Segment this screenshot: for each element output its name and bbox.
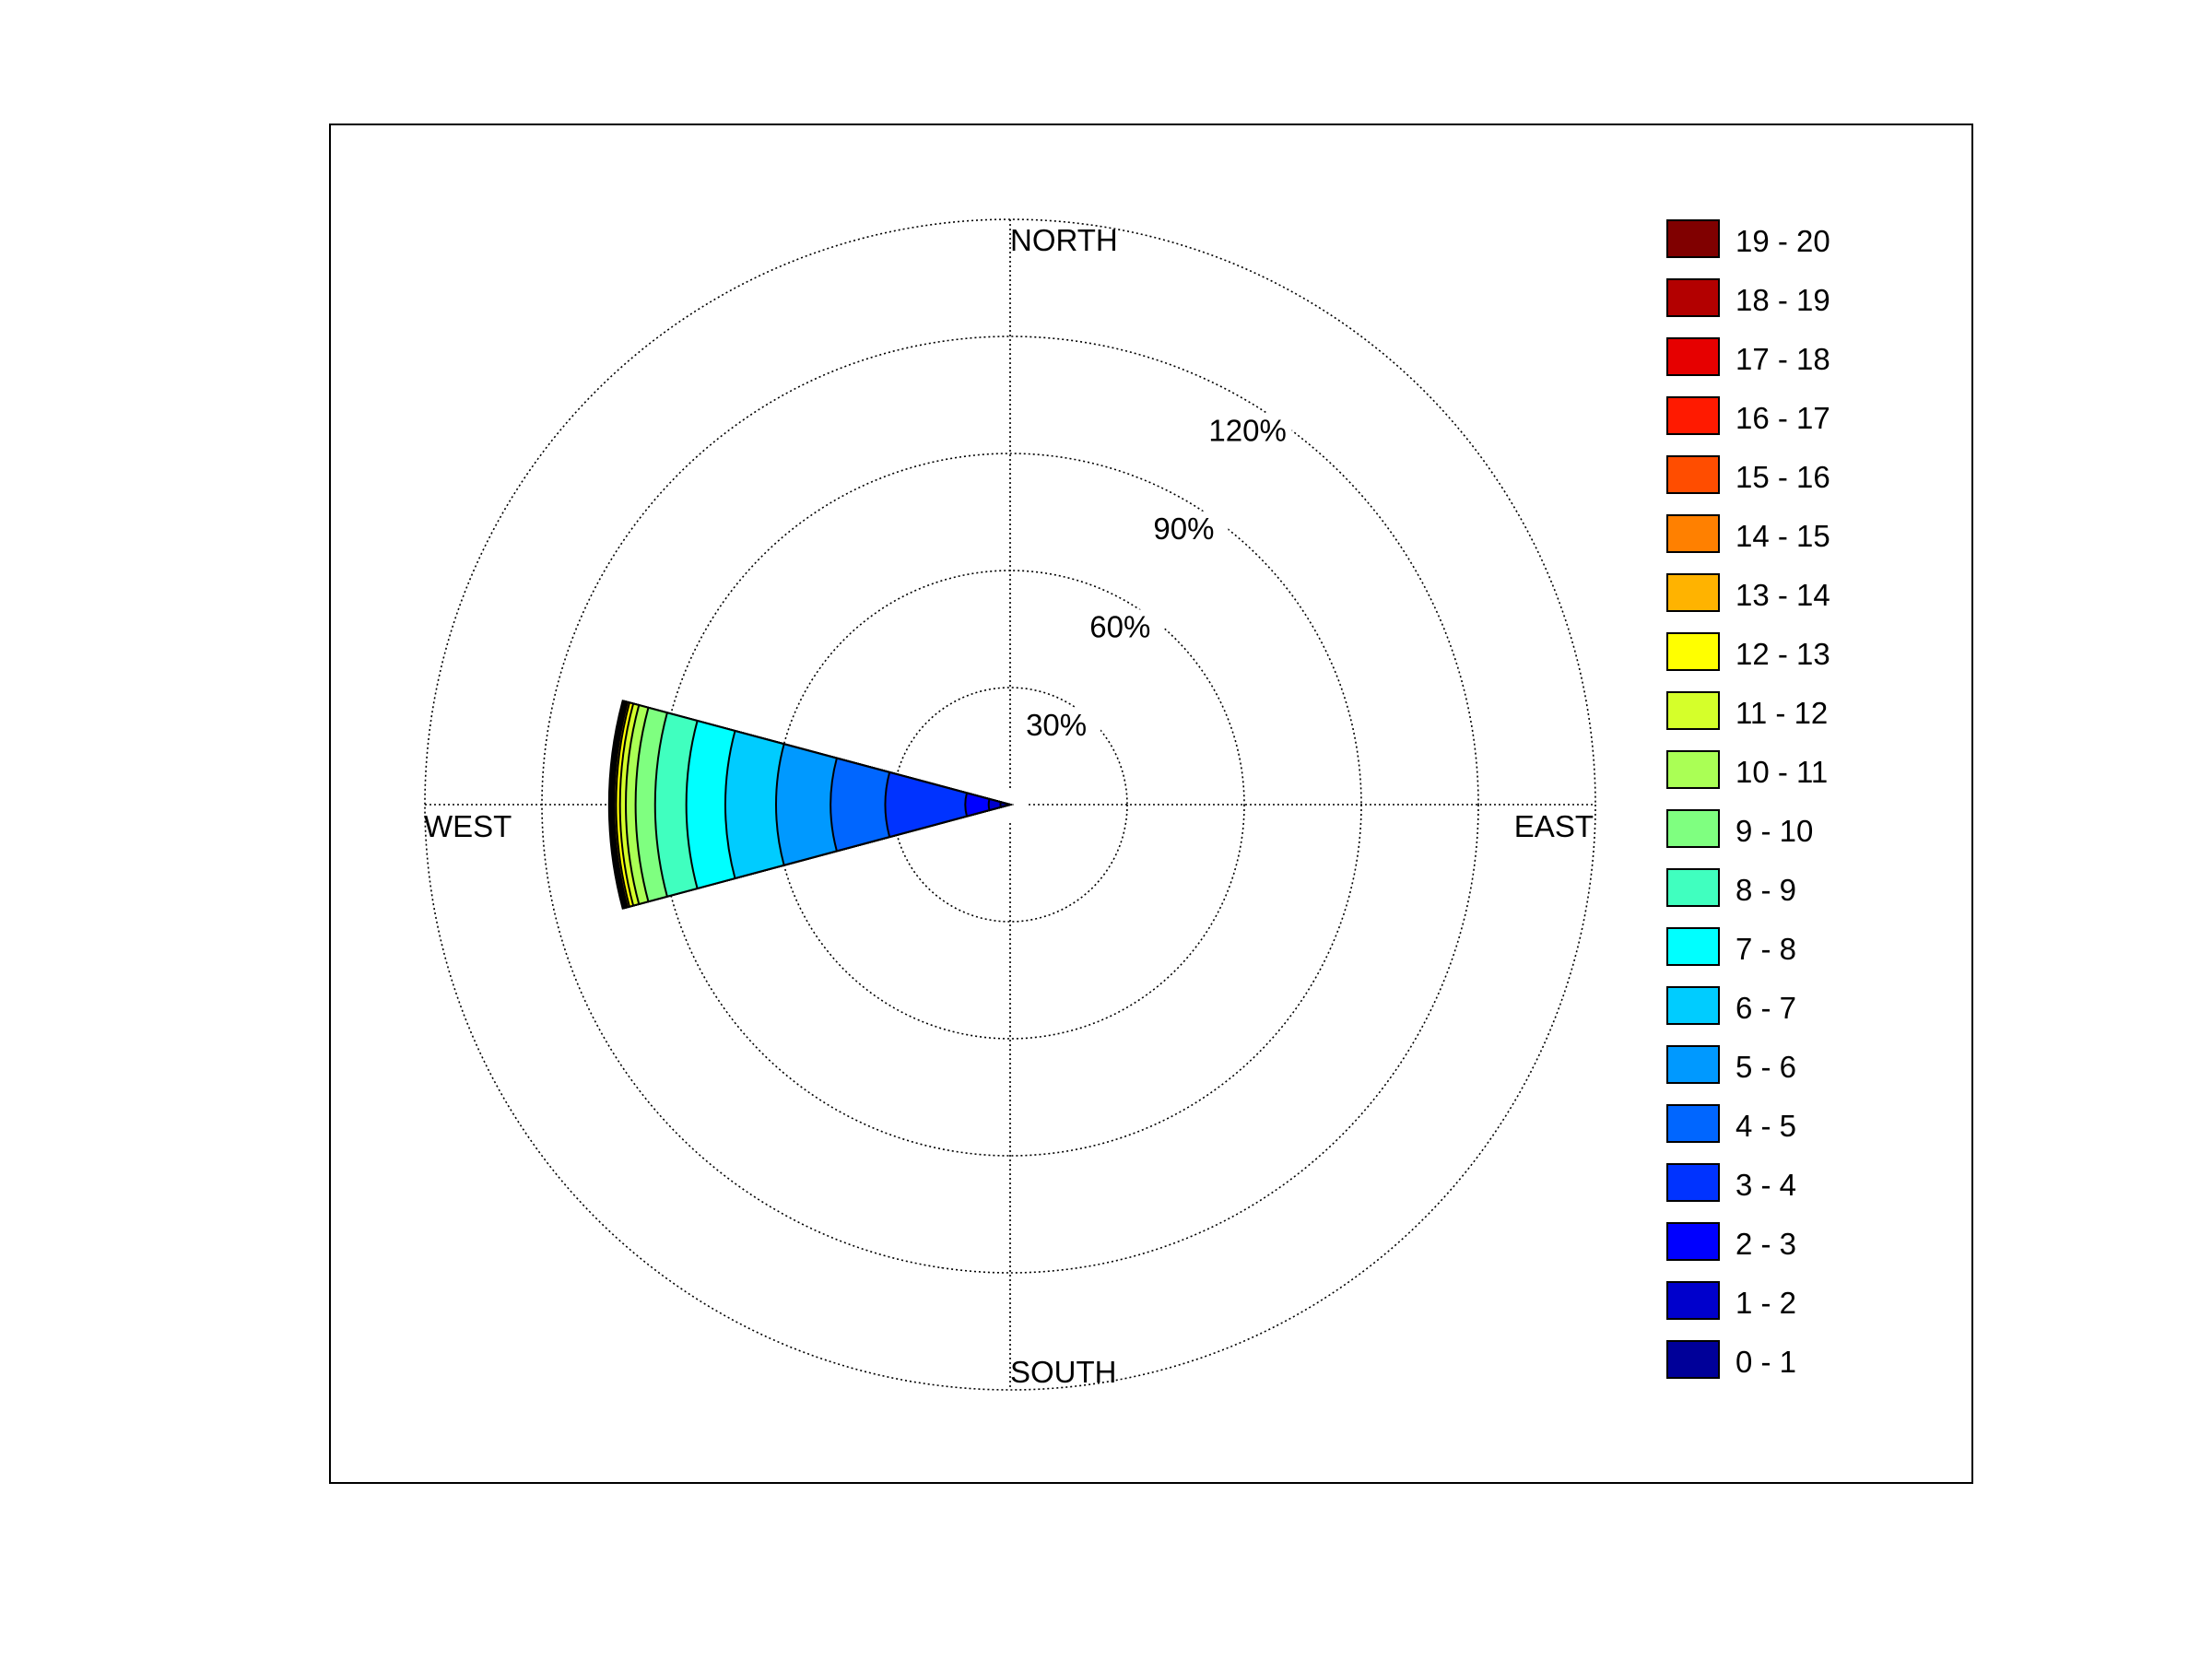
legend-swatch — [1666, 691, 1720, 730]
tick-label-bg — [1139, 511, 1229, 548]
tick-label-bg — [1076, 609, 1165, 647]
legend-label: 14 - 15 — [1735, 519, 1830, 553]
sector-bin-2-3 — [964, 792, 1014, 818]
direction-label-west: WEST — [424, 809, 512, 843]
legend-label: 8 - 9 — [1735, 873, 1797, 907]
legend-label: 11 - 12 — [1735, 696, 1829, 730]
direction-label-south: SOUTH — [1010, 1355, 1117, 1389]
direction-label-north: NORTH — [1010, 223, 1118, 257]
legend-label: 19 - 20 — [1735, 224, 1830, 258]
legend-label: 7 - 8 — [1735, 932, 1797, 966]
legend-swatch — [1666, 809, 1720, 848]
tick-label-bg — [1203, 413, 1292, 451]
legend-swatch — [1666, 1104, 1720, 1143]
legend-swatch — [1666, 750, 1720, 789]
legend-swatch — [1666, 514, 1720, 553]
direction-labels: NORTH SOUTH EAST WEST — [424, 223, 1594, 1389]
legend-swatch — [1666, 1222, 1720, 1261]
legend-label: 2 - 3 — [1735, 1227, 1797, 1261]
legend-swatch — [1666, 396, 1720, 435]
legend-swatch — [1666, 1163, 1720, 1202]
legend-swatch — [1666, 219, 1720, 258]
legend-label: 6 - 7 — [1735, 991, 1797, 1025]
tick-label-bg — [1012, 707, 1101, 745]
legend-swatch — [1666, 632, 1720, 671]
legend-swatch — [1666, 1340, 1720, 1379]
wind-sectors — [607, 700, 1014, 910]
legend-label: 3 - 4 — [1735, 1168, 1797, 1202]
direction-label-east: EAST — [1514, 809, 1594, 843]
legend-label: 0 - 1 — [1735, 1345, 1797, 1379]
legend-label: 17 - 18 — [1735, 342, 1830, 376]
legend-label: 10 - 11 — [1735, 755, 1829, 789]
grid-ring-5 — [424, 218, 1596, 1391]
legend-swatch — [1666, 337, 1720, 376]
radial-tick-label: 30% — [1026, 708, 1087, 742]
axes-box — [329, 124, 1973, 1484]
legend-swatch — [1666, 986, 1720, 1025]
radial-tick-labels: 30% 60% 90% 120% — [1012, 413, 1292, 745]
legend-label: 18 - 19 — [1735, 283, 1830, 317]
legend-label: 12 - 13 — [1735, 637, 1830, 671]
legend-label: 16 - 17 — [1735, 401, 1830, 435]
legend-swatch — [1666, 927, 1720, 966]
legend-label: 15 - 16 — [1735, 460, 1830, 494]
legend-label: 13 - 14 — [1735, 578, 1830, 612]
legend-label: 5 - 6 — [1735, 1050, 1797, 1084]
legend-swatch — [1666, 455, 1720, 494]
sector-bin-1-2 — [987, 797, 1014, 812]
legend-swatch — [1666, 278, 1720, 317]
sector-bin-0-1 — [999, 801, 1014, 808]
legend-swatch — [1666, 868, 1720, 907]
legend-swatch — [1666, 1045, 1720, 1084]
radial-tick-label: 90% — [1153, 512, 1214, 546]
legend-label: 1 - 2 — [1735, 1286, 1797, 1320]
legend-label: 4 - 5 — [1735, 1109, 1797, 1143]
legend-swatch — [1666, 573, 1720, 612]
sector-bin-3-4 — [884, 771, 1014, 839]
radial-tick-label: 60% — [1089, 609, 1150, 643]
legend-swatch — [1666, 1281, 1720, 1320]
radial-tick-label: 120% — [1208, 413, 1286, 447]
legend-label: 9 - 10 — [1735, 814, 1814, 848]
